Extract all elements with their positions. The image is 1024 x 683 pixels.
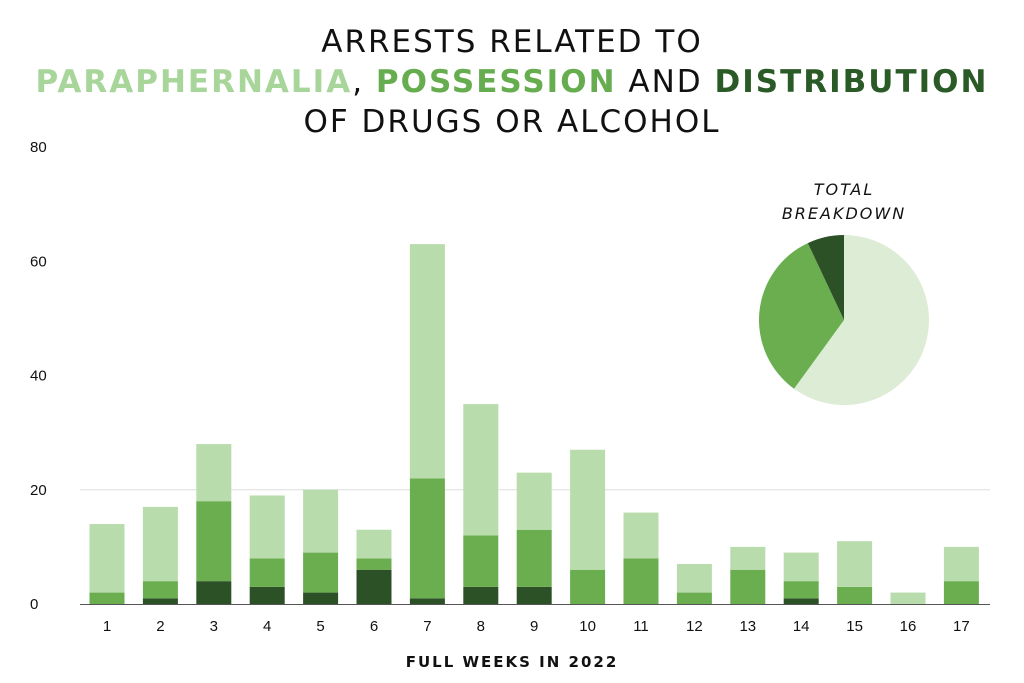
y-tick-label: 0 — [30, 596, 38, 613]
bar-distribution-week-5 — [303, 592, 339, 604]
bar-paraphernalia-week-6 — [356, 529, 392, 559]
x-tick-label: 10 — [579, 618, 596, 635]
bar-distribution-week-8 — [463, 586, 499, 604]
bar-paraphernalia-week-3 — [196, 444, 232, 502]
title-possession: POSSESSION — [375, 64, 617, 100]
y-tick-label: 20 — [30, 482, 47, 499]
bar-possession-week-10 — [570, 569, 606, 604]
bar-possession-week-4 — [249, 558, 285, 587]
title-comma: , — [352, 64, 365, 100]
title-line-1: ARRESTS RELATED TO — [321, 24, 703, 60]
x-tick-label: 9 — [530, 618, 538, 635]
pie-title-line-1: TOTAL — [814, 180, 875, 199]
bar-possession-week-11 — [623, 558, 659, 604]
bar-distribution-week-3 — [196, 581, 232, 604]
x-tick-label: 5 — [316, 618, 324, 635]
bar-possession-week-3 — [196, 501, 232, 582]
bar-paraphernalia-week-15 — [837, 541, 873, 587]
pie-slice-possession — [759, 243, 844, 389]
x-tick-label: 4 — [263, 618, 271, 635]
x-tick-label: 12 — [686, 618, 703, 635]
bar-paraphernalia-week-14 — [783, 552, 819, 582]
x-axis-label: FULL WEEKS IN 2022 — [406, 653, 619, 671]
title-distribution: DISTRIBUTION — [714, 64, 989, 100]
bar-possession-week-15 — [837, 586, 873, 604]
pie-slice-paraphernalia — [794, 235, 929, 405]
bar-possession-week-7 — [409, 478, 445, 599]
x-tick-label: 14 — [793, 618, 810, 635]
bar-possession-week-2 — [142, 581, 178, 599]
bar-possession-week-5 — [303, 552, 339, 593]
bar-possession-week-14 — [783, 581, 819, 599]
x-tick-label: 3 — [210, 618, 218, 635]
pie-chart — [759, 235, 929, 405]
bar-possession-week-1 — [89, 592, 125, 604]
bar-possession-week-8 — [463, 535, 499, 587]
bar-distribution-week-7 — [409, 598, 445, 604]
title-and: AND — [628, 64, 703, 100]
bar-paraphernalia-week-13 — [730, 546, 766, 570]
bar-distribution-week-2 — [142, 598, 178, 604]
bar-paraphernalia-week-7 — [409, 244, 445, 479]
x-tick-label: 6 — [370, 618, 378, 635]
x-tick-label: 13 — [739, 618, 756, 635]
x-tick-label: 7 — [423, 618, 431, 635]
bar-distribution-week-4 — [249, 586, 285, 604]
bar-paraphernalia-week-16 — [890, 592, 926, 604]
x-tick-label: 8 — [477, 618, 485, 635]
bar-series — [89, 244, 979, 604]
title-paraphernalia: PARAPHERNALIA — [35, 64, 353, 100]
x-tick-label: 16 — [900, 618, 917, 635]
bar-possession-week-17 — [943, 581, 979, 604]
bar-paraphernalia-week-9 — [516, 472, 552, 530]
y-axis-ticks: 0 20 40 60 80 — [30, 139, 47, 613]
bar-paraphernalia-week-17 — [943, 546, 979, 582]
bar-distribution-week-14 — [783, 598, 819, 604]
bar-paraphernalia-week-11 — [623, 512, 659, 559]
x-tick-label: 2 — [156, 618, 164, 635]
y-tick-label: 80 — [30, 139, 47, 156]
x-tick-label: 15 — [846, 618, 863, 635]
title-line-2: PARAPHERNALIA, POSSESSION AND DISTRIBUTI… — [0, 62, 1024, 102]
y-tick-label: 60 — [30, 253, 47, 270]
bar-paraphernalia-week-2 — [142, 506, 178, 582]
bar-paraphernalia-week-5 — [303, 489, 339, 553]
x-tick-label: 1 — [103, 618, 111, 635]
bar-possession-week-13 — [730, 569, 766, 604]
bar-paraphernalia-week-8 — [463, 404, 499, 536]
bar-paraphernalia-week-4 — [249, 495, 285, 559]
bar-possession-week-12 — [676, 592, 712, 604]
x-tick-label: 17 — [953, 618, 970, 635]
x-axis-ticks: 1 2 3 4 5 6 7 8 9 10 11 12 13 14 15 16 17 — [103, 618, 970, 635]
bar-possession-week-9 — [516, 529, 552, 587]
bar-paraphernalia-week-12 — [676, 564, 712, 593]
bar-paraphernalia-week-10 — [570, 449, 606, 570]
bar-distribution-week-6 — [356, 569, 392, 604]
chart-title: ARRESTS RELATED TO PARAPHERNALIA, POSSES… — [0, 22, 1024, 142]
x-tick-label: 11 — [633, 618, 649, 635]
bar-possession-week-6 — [356, 558, 392, 570]
bar-distribution-week-9 — [516, 586, 552, 604]
pie-title-line-2: BREAKDOWN — [782, 204, 906, 223]
y-tick-label: 40 — [30, 368, 47, 385]
bar-paraphernalia-week-1 — [89, 524, 125, 593]
title-line-3: OF DRUGS OR ALCOHOL — [303, 104, 721, 140]
pie-slice-distribution — [807, 235, 844, 320]
